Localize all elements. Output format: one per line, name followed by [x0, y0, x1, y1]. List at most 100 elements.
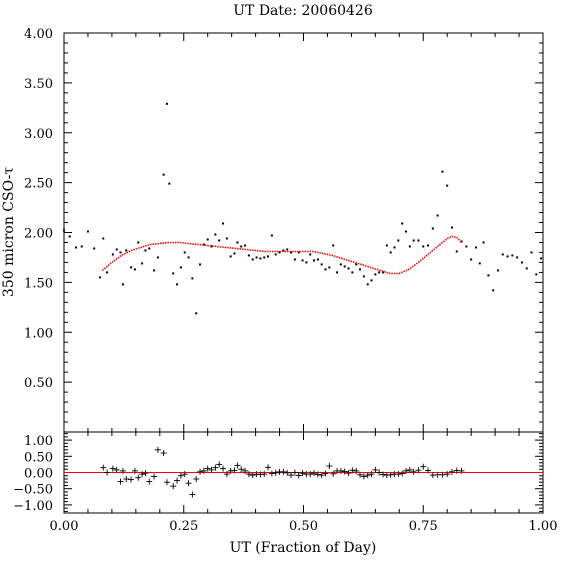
- data-point: [446, 184, 449, 187]
- data-point: [351, 271, 354, 274]
- data-point: [427, 244, 430, 247]
- chart-title: UT Date: 20060426: [233, 3, 373, 19]
- residual-point: [193, 475, 200, 482]
- data-point: [313, 259, 316, 262]
- data-point: [214, 233, 217, 236]
- residual-point: [231, 467, 238, 474]
- data-point: [263, 256, 266, 259]
- residual-point: [353, 467, 360, 474]
- residual-point: [364, 472, 371, 479]
- data-point: [417, 239, 420, 242]
- residual-point: [444, 471, 451, 478]
- data-point: [382, 271, 385, 274]
- data-point: [408, 245, 411, 248]
- data-point: [339, 263, 342, 266]
- data-point: [255, 256, 258, 259]
- residual-point: [280, 468, 287, 475]
- residual-point: [299, 470, 306, 477]
- data-point: [195, 312, 198, 315]
- data-point: [93, 247, 96, 250]
- data-point: [478, 262, 481, 265]
- data-point: [397, 239, 400, 242]
- data-point: [86, 230, 89, 233]
- residual-point: [234, 462, 241, 469]
- data-point: [244, 244, 247, 247]
- data-point: [370, 279, 373, 282]
- x-tick-label: 0.00: [50, 519, 79, 534]
- data-point: [530, 251, 533, 254]
- data-point: [179, 266, 182, 269]
- residual-point: [345, 470, 352, 477]
- data-point: [199, 263, 202, 266]
- data-point: [297, 251, 300, 254]
- residual-point: [100, 464, 107, 471]
- data-point: [80, 245, 83, 248]
- top-y-tick-label: 3.50: [24, 77, 53, 92]
- residual-point: [185, 480, 192, 487]
- bottom-y-tick-label: −0.50: [13, 483, 53, 498]
- residual-point: [135, 474, 142, 481]
- data-point: [501, 253, 504, 256]
- residual-point: [326, 463, 333, 470]
- residual-point: [249, 472, 256, 479]
- data-point: [119, 251, 122, 254]
- residual-point: [163, 479, 170, 486]
- residual-point: [448, 468, 455, 475]
- data-point: [236, 241, 239, 244]
- data-point: [156, 256, 159, 259]
- residual-point: [372, 466, 379, 473]
- residual-point: [170, 483, 177, 490]
- data-point: [316, 258, 319, 261]
- residual-point: [160, 450, 167, 457]
- data-point: [106, 271, 109, 274]
- bottom-ticks: [63, 432, 544, 513]
- residual-point: [238, 466, 245, 473]
- data-point: [470, 258, 473, 261]
- data-point: [492, 289, 495, 292]
- residual-point: [295, 472, 302, 479]
- x-tick-labels: 0.00 0.25 0.50 0.75 1.00: [50, 519, 558, 534]
- residual-point: [376, 469, 383, 476]
- y-axis-title: 350 micron CSO-τ: [1, 167, 17, 297]
- residual-point: [220, 465, 227, 472]
- residual-point: [330, 470, 337, 477]
- data-point: [222, 222, 225, 225]
- top-plot-frame: [63, 32, 544, 433]
- data-point: [206, 238, 209, 241]
- residual-point: [109, 465, 116, 472]
- data-point: [191, 277, 194, 280]
- data-point: [332, 244, 335, 247]
- x-axis-title: UT (Fraction of Day): [230, 540, 377, 556]
- residual-point: [261, 471, 268, 478]
- residual-point: [204, 465, 211, 472]
- data-point: [374, 273, 377, 276]
- data-point: [165, 102, 168, 105]
- x-tick-label: 0.25: [169, 519, 198, 534]
- residual-point: [284, 469, 291, 476]
- residual-point: [189, 491, 196, 498]
- residual-point: [288, 472, 295, 479]
- residual-point: [395, 471, 402, 478]
- data-point: [336, 271, 339, 274]
- residual-point: [415, 467, 422, 474]
- residual-point: [360, 473, 367, 480]
- residual-point: [368, 471, 375, 478]
- data-point: [240, 245, 243, 248]
- residual-point: [439, 471, 446, 478]
- data-point: [74, 246, 77, 249]
- data-point: [496, 269, 499, 272]
- data-point: [290, 251, 293, 254]
- data-point: [450, 226, 453, 229]
- data-point: [278, 251, 281, 254]
- data-point: [474, 246, 477, 249]
- data-point: [385, 244, 388, 247]
- data-point: [267, 255, 270, 258]
- x-tick-label: 0.50: [289, 519, 318, 534]
- data-point: [102, 237, 105, 240]
- residual-point: [410, 468, 417, 475]
- residual-point: [349, 467, 356, 474]
- residual-point: [117, 478, 124, 485]
- residual-point: [420, 463, 427, 470]
- residual-point: [268, 470, 275, 477]
- residual-point: [314, 471, 321, 478]
